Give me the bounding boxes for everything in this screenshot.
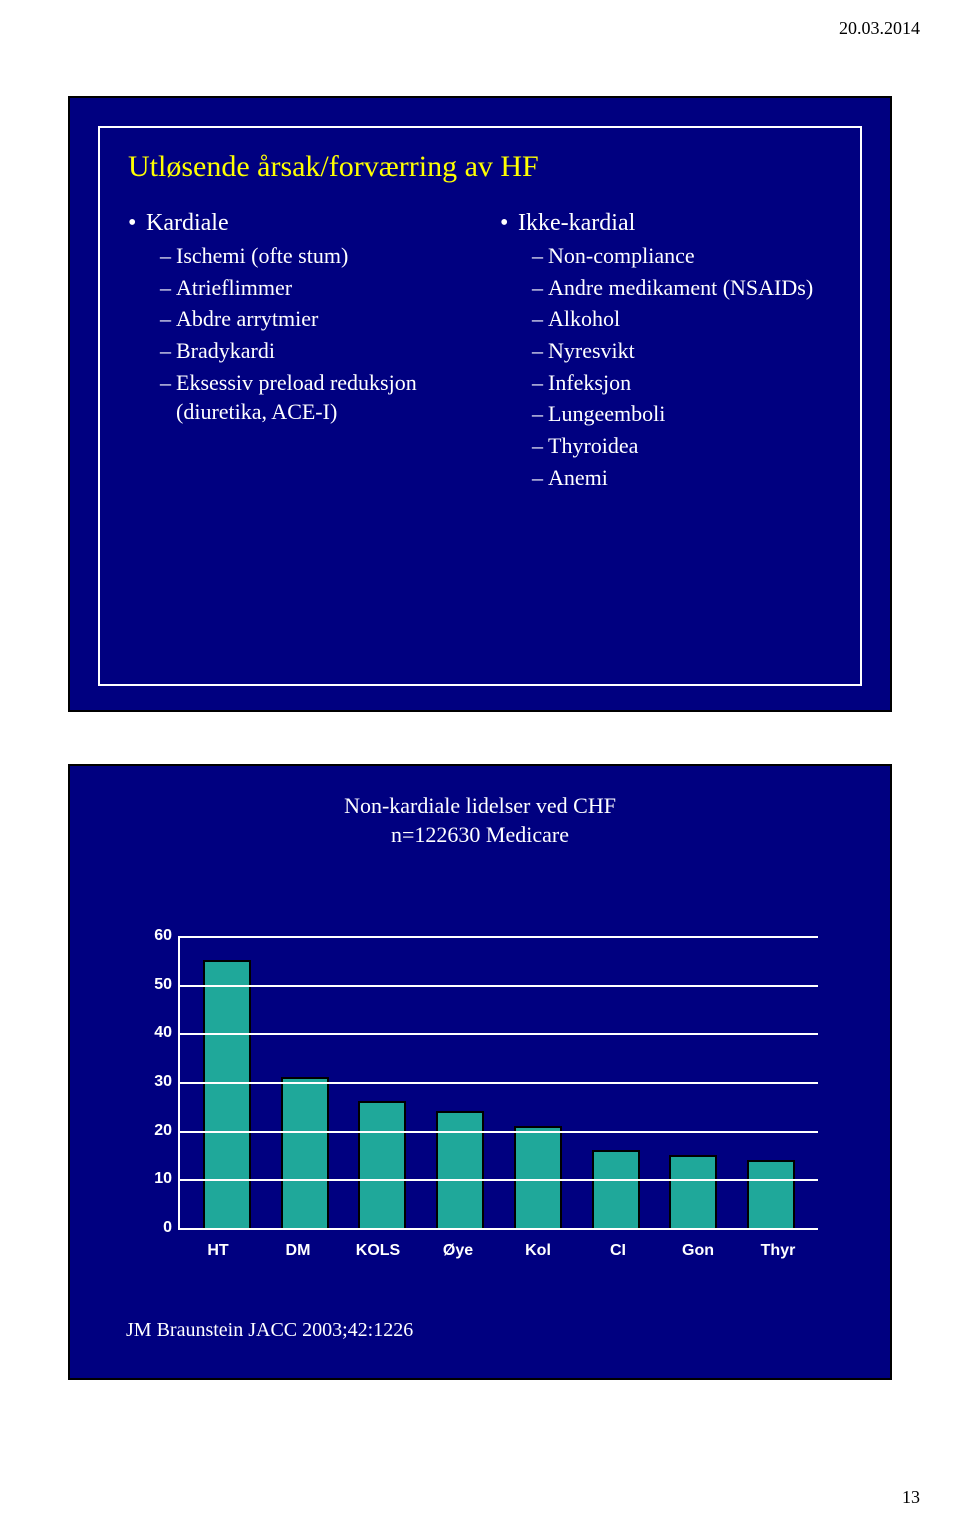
list-item: Nyresvikt: [532, 336, 832, 366]
y-tick-label: 60: [142, 927, 172, 945]
gridline: [180, 1033, 818, 1035]
two-columns: Kardiale Ischemi (ofte stum) Atrieflimme…: [128, 204, 832, 495]
list-item: Non-compliance: [532, 241, 832, 271]
list-heading: Ikke-kardial: [500, 210, 832, 237]
list-item: Infeksjon: [532, 368, 832, 398]
slide-inner: Utløsende årsak/forværring av HF Kardial…: [98, 126, 862, 686]
list-item: Lungeemboli: [532, 399, 832, 429]
list-item: Thyroidea: [532, 431, 832, 461]
left-column: Kardiale Ischemi (ofte stum) Atrieflimme…: [128, 204, 460, 495]
gridline: [180, 936, 818, 938]
list-item: Eksessiv preload reduksjon (diuretika, A…: [160, 368, 460, 427]
bar: [358, 1101, 406, 1228]
list-item: Anemi: [532, 463, 832, 493]
x-tick-label: Øye: [418, 1236, 498, 1266]
slide-chart: Non-kardiale lidelser ved CHF n=122630 M…: [68, 764, 892, 1380]
gridline: [180, 1131, 818, 1133]
citation: JM Braunstein JACC 2003;42:1226: [126, 1319, 413, 1342]
plot-area: 0102030405060: [178, 936, 818, 1230]
bar: [747, 1160, 795, 1228]
bar: [514, 1126, 562, 1228]
x-axis-labels: HTDMKOLSØyeKolCIGonThyr: [178, 1236, 818, 1266]
y-tick-label: 50: [142, 976, 172, 994]
bar: [281, 1077, 329, 1228]
page: 20.03.2014 Utløsende årsak/forværring av…: [0, 0, 960, 1526]
x-tick-label: Kol: [498, 1236, 578, 1266]
list-item: Abdre arrytmier: [160, 304, 460, 334]
x-tick-label: HT: [178, 1236, 258, 1266]
bar: [203, 960, 251, 1228]
header-date: 20.03.2014: [839, 18, 920, 39]
y-tick-label: 10: [142, 1170, 172, 1188]
bar: [436, 1111, 484, 1228]
x-tick-label: DM: [258, 1236, 338, 1266]
list-item: Atrieflimmer: [160, 273, 460, 303]
slide-causes: Utløsende årsak/forværring av HF Kardial…: [68, 96, 892, 712]
bar: [592, 1150, 640, 1228]
list-item: Alkohol: [532, 304, 832, 334]
list-item: Ischemi (ofte stum): [160, 241, 460, 271]
bar-chart: 0102030405060 HTDMKOLSØyeKolCIGonThyr: [138, 936, 818, 1266]
slide-title: Utløsende årsak/forværring av HF: [128, 150, 832, 184]
list-heading: Kardiale: [128, 210, 460, 237]
page-number: 13: [902, 1487, 920, 1508]
y-tick-label: 40: [142, 1024, 172, 1042]
right-column: Ikke-kardial Non-compliance Andre medika…: [500, 204, 832, 495]
gridline: [180, 1082, 818, 1084]
chart-title-line2: n=122630 Medicare: [391, 822, 569, 847]
y-tick-label: 30: [142, 1073, 172, 1091]
x-tick-label: CI: [578, 1236, 658, 1266]
x-tick-label: KOLS: [338, 1236, 418, 1266]
chart-title: Non-kardiale lidelser ved CHF n=122630 M…: [70, 792, 890, 849]
bar: [669, 1155, 717, 1228]
gridline: [180, 985, 818, 987]
list-item: Andre medikament (NSAIDs): [532, 273, 832, 303]
chart-title-line1: Non-kardiale lidelser ved CHF: [344, 793, 616, 818]
gridline: [180, 1179, 818, 1181]
x-tick-label: Thyr: [738, 1236, 818, 1266]
list-item: Bradykardi: [160, 336, 460, 366]
x-tick-label: Gon: [658, 1236, 738, 1266]
y-tick-label: 20: [142, 1122, 172, 1140]
y-tick-label: 0: [142, 1219, 172, 1237]
